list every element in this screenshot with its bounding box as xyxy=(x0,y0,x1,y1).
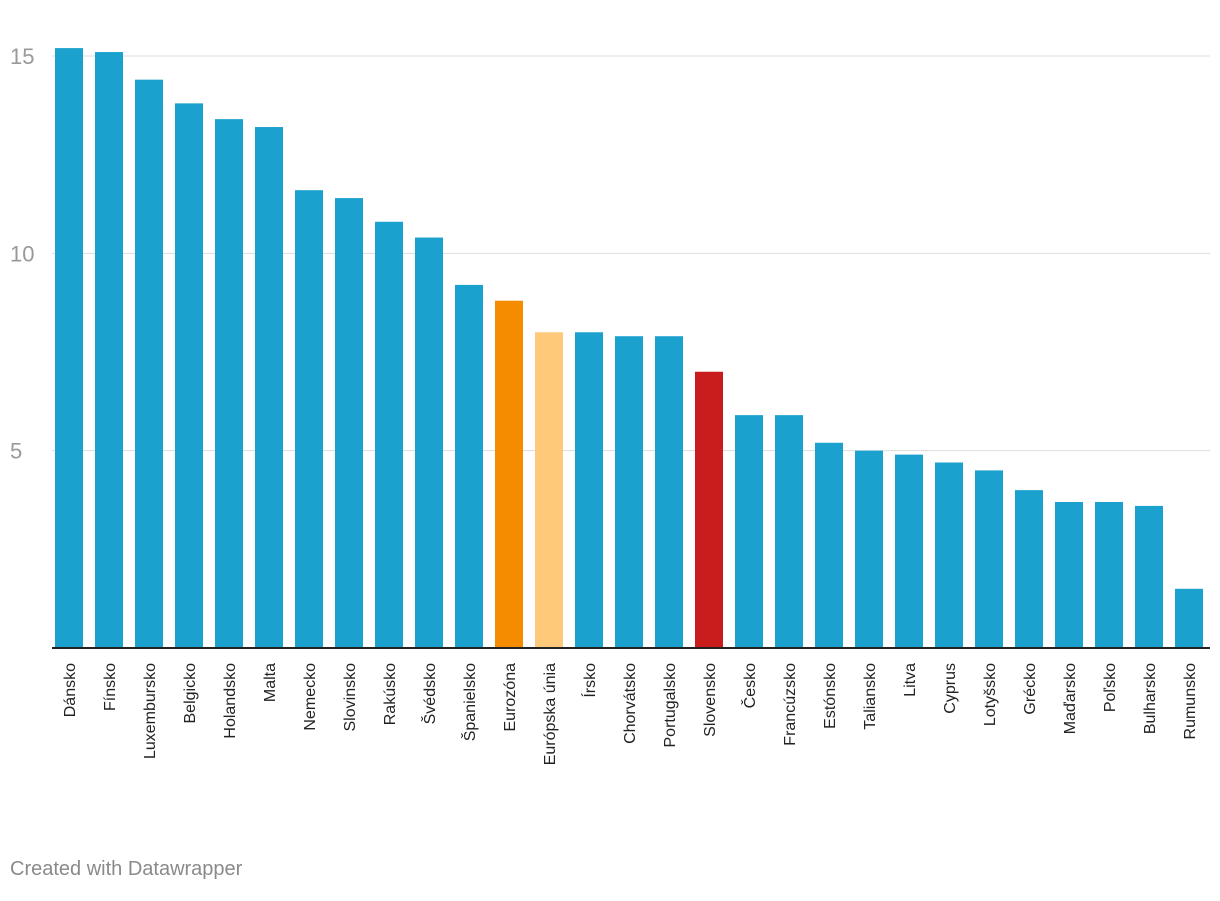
x-tick-label: Belgicko xyxy=(182,663,199,724)
x-tick-label: Grécko xyxy=(1022,663,1039,715)
bar[interactable] xyxy=(855,450,883,648)
bar[interactable] xyxy=(135,79,163,649)
bar[interactable] xyxy=(1175,588,1203,648)
bar[interactable] xyxy=(255,127,283,649)
x-tick-label: Írsko xyxy=(580,663,599,698)
bar[interactable] xyxy=(615,336,643,648)
y-tick-label: 10 xyxy=(10,241,34,266)
x-axis-labels: Dánsko Fínsko Luxembursko Belgicko Holandsko… xyxy=(62,663,1199,765)
x-tick-label: Estónsko xyxy=(822,663,839,729)
bar[interactable] xyxy=(495,300,523,648)
x-tick-label: Rakúsko xyxy=(382,663,399,725)
x-tick-label: Španielsko xyxy=(460,663,479,741)
bar[interactable] xyxy=(1135,505,1163,648)
bar[interactable] xyxy=(1055,501,1083,648)
x-tick-label: Taliansko xyxy=(862,663,879,730)
bar[interactable] xyxy=(815,442,843,648)
bar[interactable] xyxy=(215,119,243,648)
x-tick-label: Európska únia xyxy=(542,663,559,765)
bar[interactable] xyxy=(175,103,203,649)
bar[interactable] xyxy=(655,336,683,648)
x-tick-label: Česko xyxy=(740,663,759,708)
x-tick-label: Luxembursko xyxy=(142,663,159,759)
x-tick-label: Maďarsko xyxy=(1062,663,1079,734)
x-tick-label: Poľsko xyxy=(1102,663,1119,712)
x-tick-label: Slovinsko xyxy=(342,663,359,732)
x-tick-label: Slovensko xyxy=(702,663,719,737)
bars xyxy=(55,48,1203,649)
x-tick-label: Fínsko xyxy=(102,663,119,711)
bar[interactable] xyxy=(975,470,1003,648)
bar[interactable] xyxy=(775,415,803,648)
x-tick-label: Lotyšsko xyxy=(982,663,999,726)
y-tick-label: 5 xyxy=(10,439,22,464)
x-tick-label: Litva xyxy=(902,663,919,697)
bar[interactable] xyxy=(535,332,563,648)
bar[interactable] xyxy=(695,371,723,648)
x-tick-label: Holandsko xyxy=(222,663,239,739)
bar[interactable] xyxy=(335,198,363,648)
bar[interactable] xyxy=(1015,490,1043,648)
bar[interactable] xyxy=(935,462,963,648)
bar[interactable] xyxy=(735,415,763,648)
x-tick-label: Dánsko xyxy=(62,663,79,717)
x-tick-label: Eurozóna xyxy=(502,663,519,732)
y-tick-label: 15 xyxy=(10,44,34,69)
x-tick-label: Portugalsko xyxy=(662,663,679,748)
bar[interactable] xyxy=(415,237,443,648)
x-tick-label: Nemecko xyxy=(302,663,319,731)
bar[interactable] xyxy=(55,48,83,648)
bar[interactable] xyxy=(575,332,603,648)
x-tick-label: Francúzsko xyxy=(782,663,799,746)
bar[interactable] xyxy=(95,52,123,648)
x-tick-label: Rumunsko xyxy=(1182,663,1199,740)
x-tick-label: Bulharsko xyxy=(1142,663,1159,734)
x-tick-label: Cyprus xyxy=(942,663,959,714)
x-tick-label: Chorvátsko xyxy=(622,663,639,744)
x-tick-label: Malta xyxy=(262,663,279,702)
bar[interactable] xyxy=(295,190,323,649)
bar[interactable] xyxy=(375,221,403,648)
bar[interactable] xyxy=(895,454,923,648)
y-axis-ticks: 5 10 15 xyxy=(10,44,34,464)
x-tick-label: Švédsko xyxy=(420,663,439,724)
bar[interactable] xyxy=(1095,501,1123,648)
datawrapper-credit[interactable]: Created with Datawrapper xyxy=(10,858,243,880)
bar[interactable] xyxy=(455,284,483,648)
